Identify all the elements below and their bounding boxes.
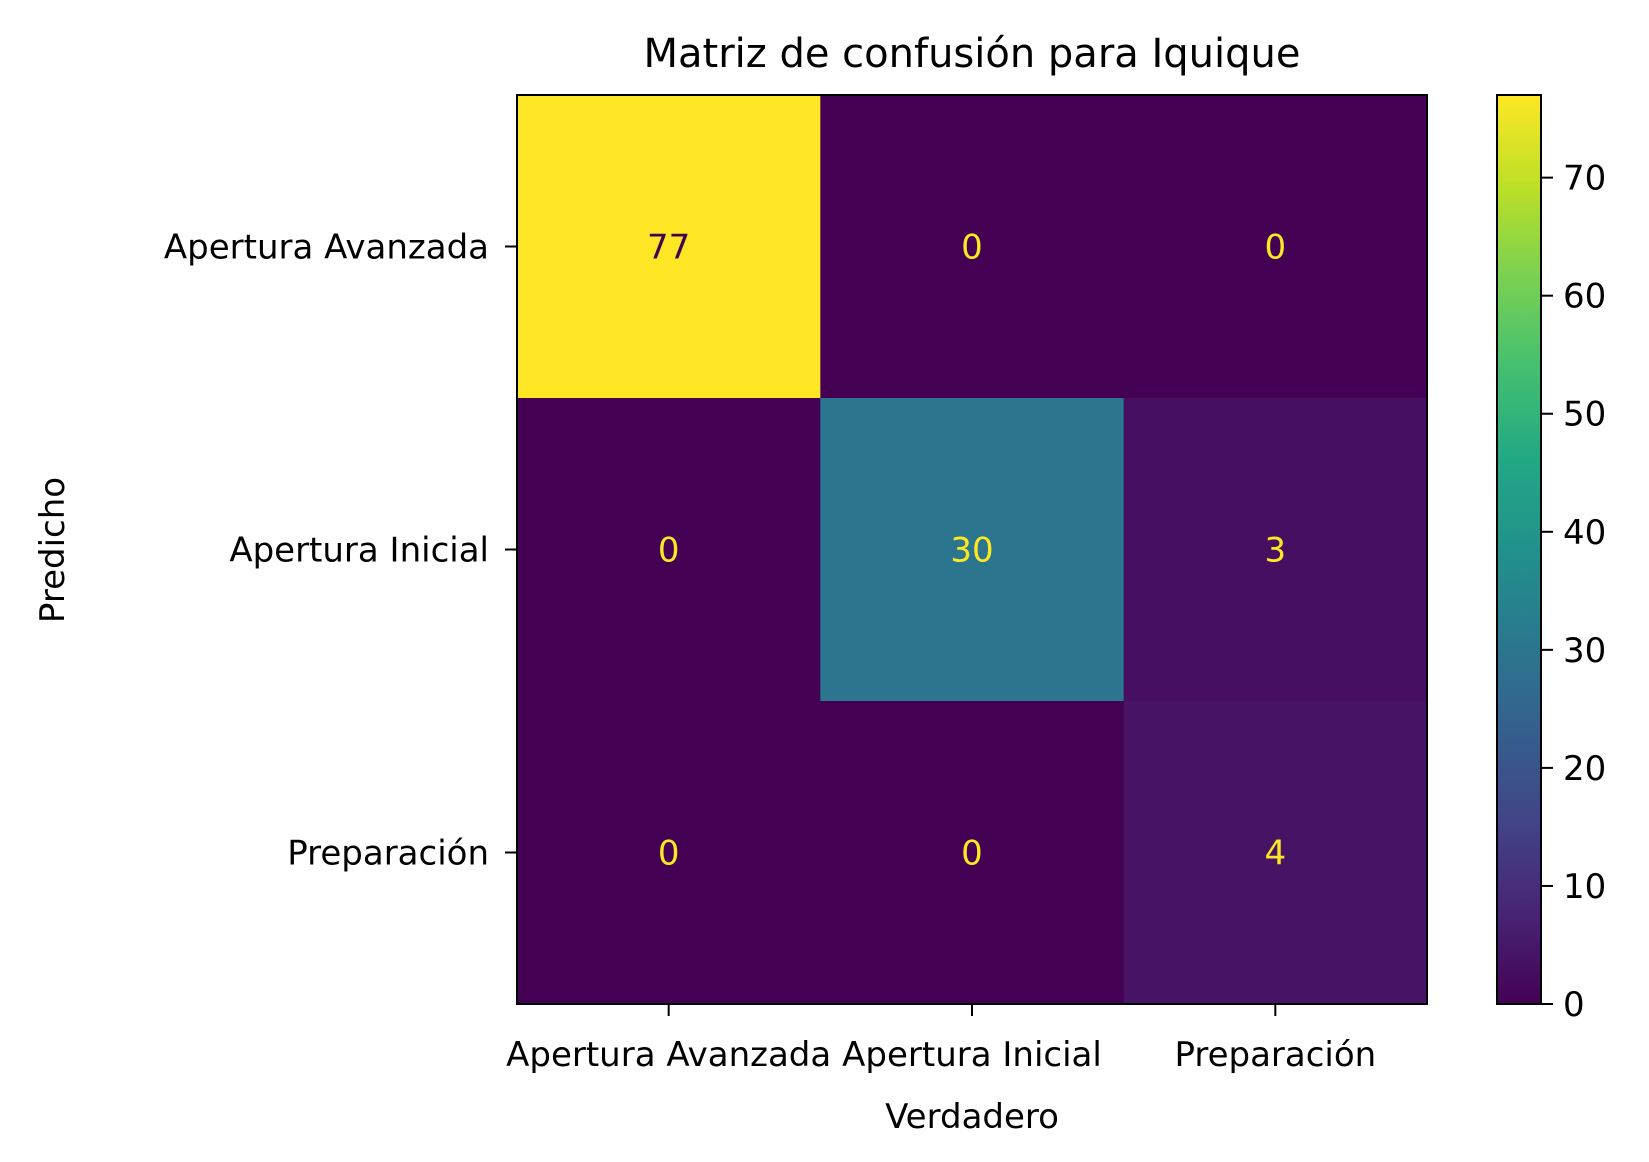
colorbar-tick-label: 70 [1563, 159, 1606, 199]
heatmap-cells: 77 0 00 30 30 0 4 [517, 95, 1428, 1005]
heatmap-cell [1123, 95, 1428, 399]
cell-value-label: 0 [658, 834, 680, 874]
cell-value-label: 0 [1265, 228, 1287, 268]
cell-value-label: 77 [647, 228, 690, 268]
colorbar-tick-label: 60 [1563, 277, 1606, 317]
colorbar-tick-label: 30 [1563, 631, 1606, 671]
cell-value-label: 3 [1265, 531, 1287, 571]
colorbar-tick-label: 20 [1563, 749, 1606, 789]
heatmap-cell [1123, 701, 1428, 1005]
heatmap-cell [1123, 398, 1428, 702]
x-axis-ticks: Apertura Avanzada Apertura Inicial Prepara… [506, 1004, 1376, 1075]
y-tick-label: Preparación [287, 834, 489, 874]
colorbar-tick-label: 0 [1563, 985, 1585, 1025]
colorbar-tick-label: 10 [1563, 867, 1606, 907]
chart-title: Matriz de confusión para Iquique [643, 31, 1300, 77]
cell-value-label: 0 [961, 228, 983, 268]
colorbar-tick-label: 40 [1563, 513, 1606, 553]
heatmap-cell [820, 398, 1125, 702]
x-tick-label: Apertura Avanzada [506, 1035, 831, 1075]
colorbar: 0 10 20 30 40 50 60 70 [1496, 94, 1606, 1025]
cell-value-label: 0 [961, 834, 983, 874]
cell-value-label: 0 [658, 531, 680, 571]
heatmap-cell [820, 701, 1125, 1005]
y-axis-ticks: Apertura Avanzada Apertura Inicial Prepara… [164, 228, 517, 874]
x-tick-label: Apertura Inicial [842, 1035, 1102, 1075]
x-axis-label: Verdadero [885, 1097, 1059, 1137]
cell-value-label: 30 [950, 531, 993, 571]
colorbar-gradient [1497, 95, 1541, 1004]
heatmap-cell [820, 95, 1125, 399]
y-tick-label: Apertura Avanzada [164, 228, 489, 268]
heatmap-cell [517, 701, 821, 1005]
heatmap-cell [517, 95, 821, 399]
colorbar-frame [1496, 94, 1542, 1005]
y-axis-label: Predicho [33, 477, 73, 623]
cell-value-label: 4 [1265, 834, 1287, 874]
heatmap-cell [517, 398, 821, 702]
colorbar-tick-label: 50 [1563, 395, 1606, 435]
y-tick-label: Apertura Inicial [229, 531, 489, 571]
x-tick-label: Preparación [1174, 1035, 1376, 1075]
